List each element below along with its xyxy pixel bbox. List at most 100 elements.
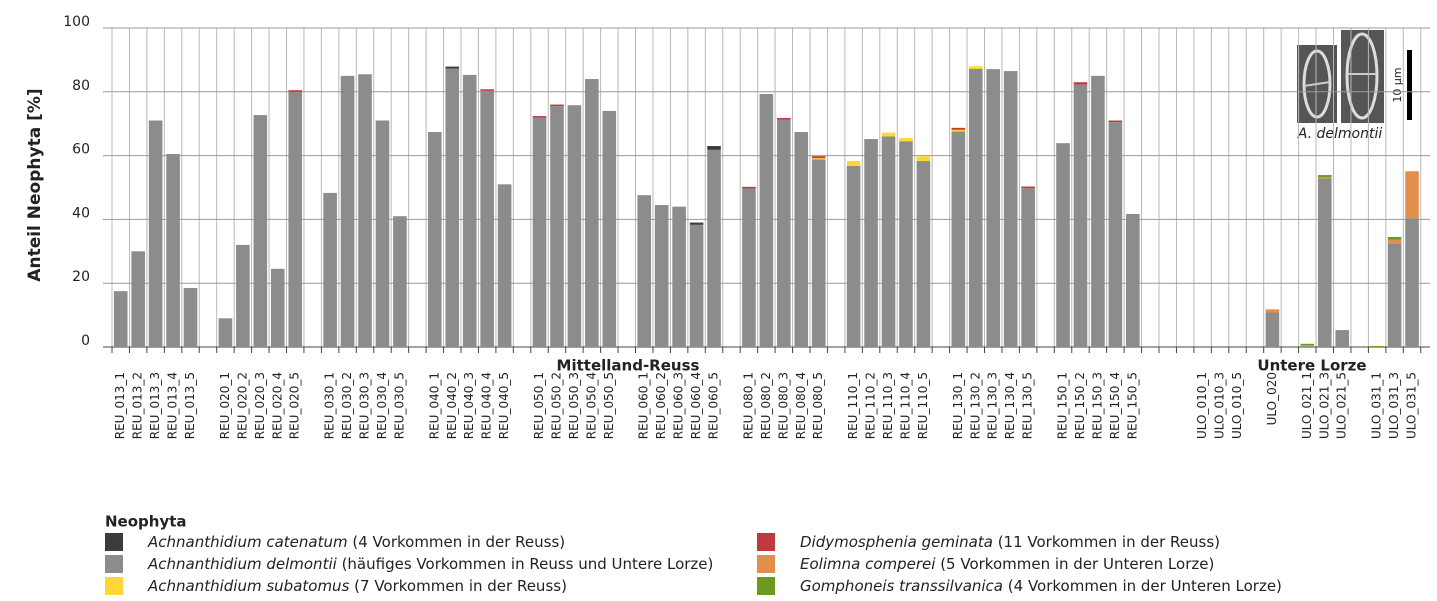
x-tick-label: REU_110_4 [898, 372, 912, 439]
bar-segment [114, 291, 128, 347]
x-tick-label: REU_060_5 [707, 372, 721, 439]
bar-segment [864, 139, 878, 347]
bar-segment [952, 130, 966, 132]
bar-segment [847, 161, 861, 166]
x-tick-label: REU_050_5 [602, 372, 616, 439]
legend-name: Achnanthidium catenatum [147, 533, 348, 551]
bar-segment [1405, 171, 1419, 218]
bar-segment [1109, 121, 1123, 123]
bar-segment [323, 193, 337, 347]
bar-segment [585, 79, 599, 347]
x-tick-label: ULO_010_3 [1213, 372, 1227, 439]
y-tick-label: 80 [72, 78, 90, 94]
bar-segment [899, 138, 913, 141]
bar-segment [986, 69, 1000, 347]
bar-segment [271, 269, 285, 347]
x-tick-label: REU_050_4 [584, 372, 598, 439]
bar-segment [1266, 313, 1280, 347]
y-tick-label: 20 [72, 269, 90, 285]
legend-name: Achnanthidium subatomus [147, 577, 350, 595]
legend-name: Eolimna comperei [800, 555, 936, 573]
x-tick-label: REU_060_1 [637, 372, 651, 439]
legend-note: (7 Vorkommen in der Reuss) [354, 577, 567, 595]
bar-segment [969, 69, 983, 347]
x-tick-label: ULO_031_3 [1387, 372, 1401, 439]
bar-segment [952, 131, 966, 347]
bar-segment [376, 121, 390, 347]
bar-segment [1370, 346, 1384, 347]
bar-segment [480, 89, 494, 91]
x-tick-label: REU_030_5 [392, 372, 406, 439]
x-tick-label: ULO_021_3 [1317, 372, 1331, 439]
x-tick-label: REU_020_3 [253, 372, 267, 439]
x-tick-label: REU_150_2 [1073, 372, 1087, 439]
group-label: Mittelland-Reuss [557, 357, 700, 375]
legend-swatch [105, 577, 123, 595]
x-tick-label: REU_080_1 [741, 372, 755, 439]
bar-segment [1405, 218, 1419, 347]
x-tick-label: REU_050_1 [532, 372, 546, 439]
x-tick-label: REU_020_5 [288, 372, 302, 439]
x-tick-label: REU_110_1 [846, 372, 860, 439]
bar-segment [812, 159, 826, 347]
bar-segment [184, 288, 198, 347]
bar-segment [1126, 214, 1140, 347]
bar-segment [445, 67, 459, 69]
bar-segment [707, 146, 721, 150]
bar-segment [550, 105, 564, 107]
x-tick-label: REU_013_5 [183, 372, 197, 439]
y-tick-label: 60 [72, 142, 90, 158]
y-tick-label: 0 [81, 333, 90, 349]
x-tick-label: REU_150_1 [1056, 372, 1070, 439]
x-tick-label: REU_030_1 [323, 372, 337, 439]
bar-segment [393, 216, 407, 347]
x-tick-label: REU_150_4 [1108, 372, 1122, 439]
legend-name: Gomphoneis transsilvanica [800, 577, 1003, 595]
bar-segment [777, 118, 791, 120]
bar-segment [917, 156, 931, 161]
bar-segment [1388, 239, 1402, 243]
x-tick-label: REU_110_5 [916, 372, 930, 439]
x-tick-label: REU_060_3 [672, 372, 686, 439]
bar-segment [672, 207, 686, 347]
x-tick-label: ULO_021_5 [1335, 372, 1349, 439]
legend-name: Achnanthidium delmontii [147, 555, 338, 573]
x-tick-label: REU_020_1 [218, 372, 232, 439]
legend-entry: Achnanthidium catenatum (4 Vorkommen in … [147, 533, 565, 551]
x-tick-label: REU_130_1 [951, 372, 965, 439]
x-tick-label: REU_080_3 [776, 372, 790, 439]
bar-segment [166, 154, 180, 347]
bar-segment [149, 121, 163, 347]
bar-segment [707, 150, 721, 347]
x-tick-label: REU_030_3 [358, 372, 372, 439]
x-tick-label: ULO_031_1 [1370, 372, 1384, 439]
bar-segment [1301, 346, 1315, 347]
bar-segment [1266, 309, 1280, 312]
bar-segment [847, 166, 861, 347]
bar-segment [1109, 122, 1123, 347]
bar-segment [777, 120, 791, 347]
bar-segment [1301, 345, 1315, 346]
bar-segment [1388, 237, 1402, 240]
bar-segment [969, 66, 983, 69]
bar-segment [1091, 76, 1105, 347]
bar-segment [533, 116, 547, 118]
legend-note: (5 Vorkommen in der Unteren Lorze) [940, 555, 1214, 573]
x-tick-label: REU_110_2 [864, 372, 878, 439]
x-tick-label: REU_130_2 [968, 372, 982, 439]
bar-segment [917, 161, 931, 347]
x-tick-label: REU_050_3 [567, 372, 581, 439]
legend-note: (11 Vorkommen in der Reuss) [998, 533, 1220, 551]
x-tick-label: REU_040_2 [445, 372, 459, 439]
bar-segment [1021, 188, 1035, 347]
bar-segment [445, 69, 459, 347]
x-tick-label: REU_013_2 [131, 372, 145, 439]
bar-segment [1318, 179, 1332, 347]
x-tick-label: REU_040_1 [427, 372, 441, 439]
x-tick-label: ULO_021_1 [1300, 372, 1314, 439]
x-tick-label: ULO_010_1 [1195, 372, 1209, 439]
bar-segment [812, 158, 826, 159]
x-tick-label: REU_080_5 [811, 372, 825, 439]
bar-segment [1318, 177, 1332, 179]
bar-segment [428, 132, 442, 347]
